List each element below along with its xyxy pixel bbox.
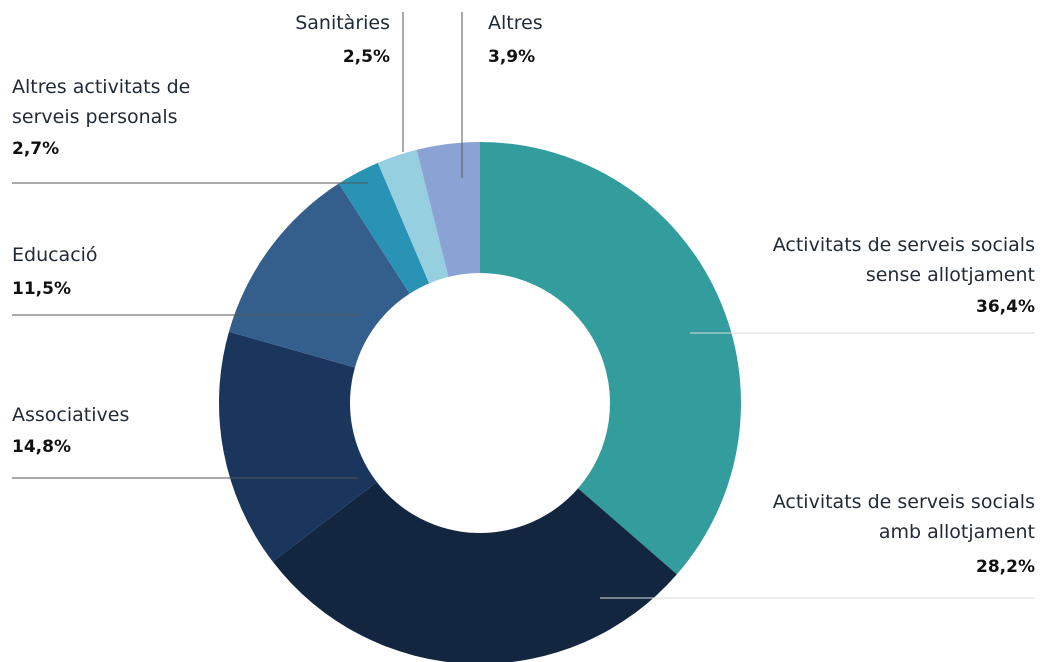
donut-segment: [416, 142, 480, 277]
value-label: 2,5%: [342, 47, 390, 67]
donut-segment: [377, 149, 449, 284]
value-label: 14,8%: [12, 437, 71, 457]
donut-segment: [338, 162, 430, 294]
donut-segment: [480, 142, 741, 575]
value-label: 36,4%: [976, 297, 1035, 317]
segment-label: Altres: [488, 12, 543, 34]
value-label: 28,2%: [976, 557, 1035, 577]
segment-label: Activitats de serveis socials sense allo…: [772, 234, 1035, 286]
segment-label: Altres activitats de serveis personals: [12, 76, 191, 128]
donut-segment: [228, 183, 410, 368]
segment-label: Activitats de serveis socials amb allotj…: [772, 491, 1035, 543]
segment-label: Sanitàries: [295, 12, 390, 34]
value-label: 11,5%: [12, 279, 71, 299]
donut-segment: [218, 331, 377, 562]
segment-label: Educació: [12, 244, 98, 266]
donut-segment: [272, 482, 677, 662]
segment-label: Associatives: [12, 404, 130, 426]
value-label: 3,9%: [488, 47, 536, 67]
value-label: 2,7%: [12, 139, 60, 159]
